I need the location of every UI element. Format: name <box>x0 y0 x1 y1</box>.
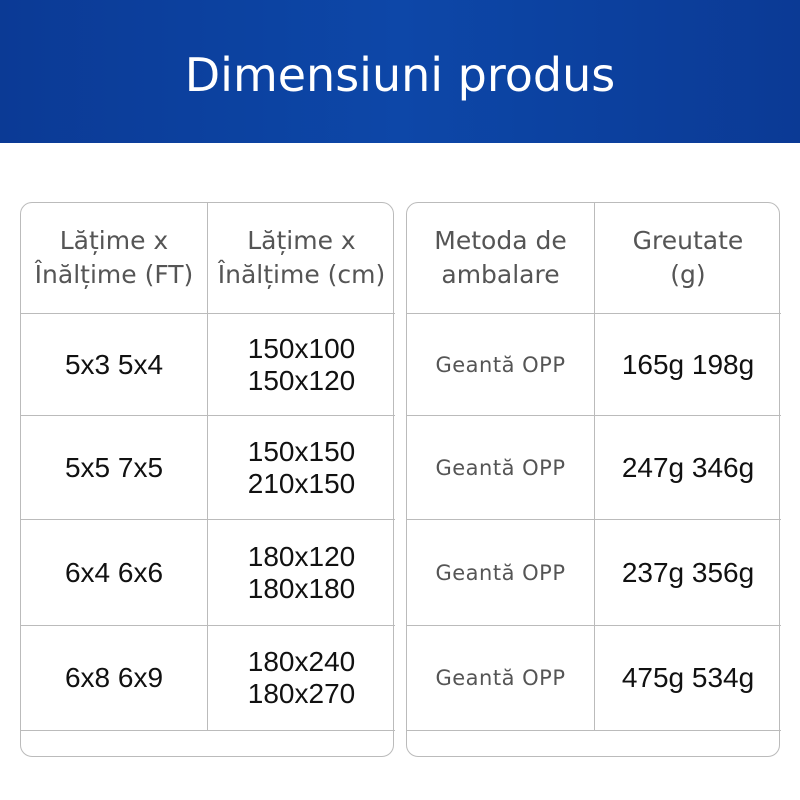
cell: 5x5 7x5 <box>21 416 208 520</box>
cell-text: 150x150 210x150 <box>208 436 395 500</box>
cell-text: 247g 346g <box>622 452 754 484</box>
cell-text-inner: 5x3 5x4 <box>64 348 164 380</box>
title: Dimensiuni produs <box>184 48 616 102</box>
cell: Geantă OPP <box>407 314 595 416</box>
cell-text: 237g 356g <box>622 557 754 589</box>
cell: Greutate (g) <box>595 203 781 314</box>
cell: Geantă OPP <box>407 416 595 520</box>
cell: 237g 356g <box>595 520 781 626</box>
cell-text: Geantă OPP <box>435 352 566 377</box>
cell: 180x120 180x180 <box>208 520 395 626</box>
cell-text: 180x120 180x180 <box>208 541 395 605</box>
cell-text-inner: 475g 534g <box>621 662 755 693</box>
cell-text-inner: 237g 356g <box>621 556 755 588</box>
cell: 165g 198g <box>595 314 781 416</box>
cell: Geantă OPP <box>407 626 595 731</box>
cell-text: 165g 198g <box>622 349 754 381</box>
cell: 150x100 150x120 <box>208 314 395 416</box>
cell-text: 180x240 180x270 <box>208 646 395 710</box>
header-text: Lățime x Înălțime (FT) <box>34 226 194 289</box>
cell: 6x8 6x9 <box>21 626 208 731</box>
cell: Lățime x Înălțime (FT) <box>21 203 208 314</box>
cell-text-inner: 150x100 150x120 <box>247 332 356 396</box>
cell: 475g 534g <box>595 626 781 731</box>
cell-text-inner: 6x4 6x6 <box>64 556 164 588</box>
cell: 6x4 6x6 <box>21 520 208 626</box>
cell-text: Geantă OPP <box>435 666 566 690</box>
header-text: Metoda de ambalare <box>434 226 567 289</box>
cell-text-inner: 5x5 7x5 <box>64 451 164 483</box>
cell-text-inner: 247g 346g <box>621 451 755 483</box>
cell: 5x3 5x4 <box>21 314 208 416</box>
cell-text-inner: 6x8 6x9 <box>64 662 164 693</box>
cell-text: Geantă OPP <box>435 560 566 585</box>
cell: 247g 346g <box>595 416 781 520</box>
cell-text: 475g 534g <box>622 662 754 694</box>
cell-text-inner: 165g 198g <box>621 348 755 380</box>
table: Metoda de ambalare Greutate (g) Geantă OPP… <box>406 202 781 757</box>
cell: 150x150 210x150 <box>208 416 395 520</box>
cell-text-inner: 150x150 210x150 <box>247 435 356 499</box>
cell-text: 6x4 6x6 <box>65 557 163 589</box>
cell: Metoda de ambalare <box>407 203 595 314</box>
cell-text: 150x100 150x120 <box>208 333 395 397</box>
cell: 180x240 180x270 <box>208 626 395 731</box>
header-text: Lățime x Înălțime (cm) <box>217 226 386 289</box>
cell: Geantă OPP <box>407 520 595 626</box>
cell-text-inner: 180x240 180x270 <box>247 646 356 709</box>
cell-text: 5x5 7x5 <box>65 452 163 484</box>
header-text: Greutate (g) <box>632 226 744 289</box>
cell-text-inner: 180x120 180x180 <box>247 540 356 604</box>
table: Lățime x Înălțime (FT) Lățime x Înălțime … <box>20 202 395 757</box>
cell-text: Geantă OPP <box>435 455 566 480</box>
cell-text: 5x3 5x4 <box>65 349 163 381</box>
cell: Lățime x Înălțime (cm) <box>208 203 395 314</box>
cell-text: 6x8 6x9 <box>65 662 163 694</box>
header-band <box>0 0 800 143</box>
